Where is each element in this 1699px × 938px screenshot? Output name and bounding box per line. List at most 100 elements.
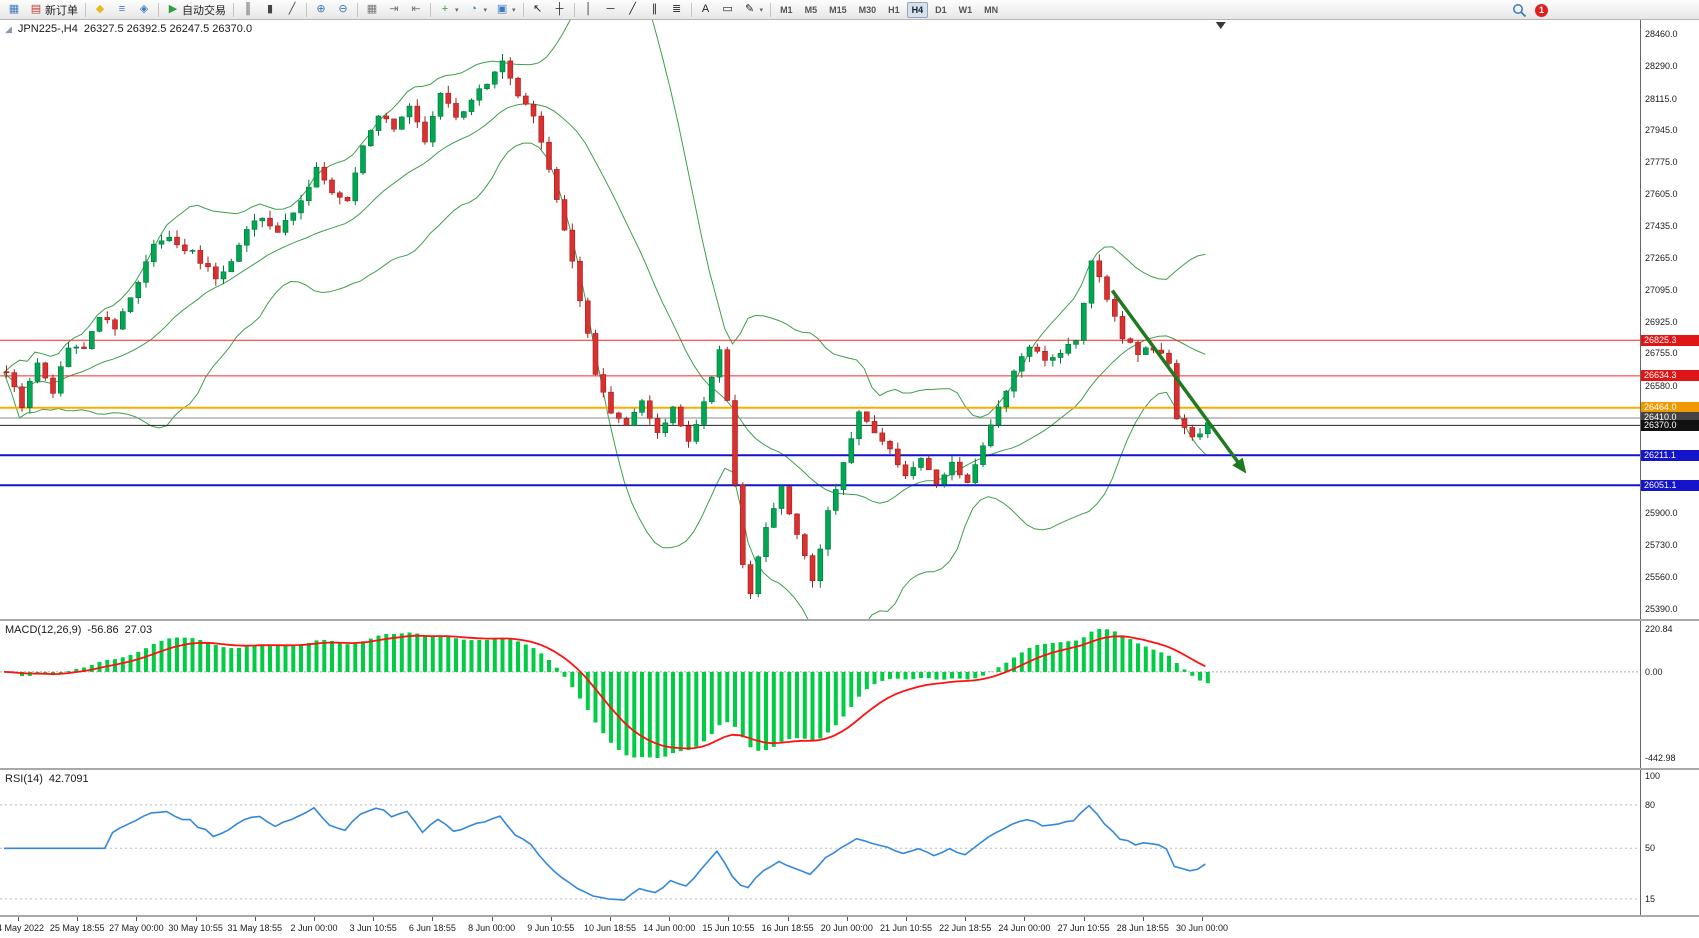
toolbar-separator — [85, 2, 86, 17]
time-axis-label: 10 Jun 18:55 — [583, 923, 637, 933]
price-scale-label: 28290.0 — [1645, 60, 1678, 71]
time-axis[interactable]: 24 May 2022 25 May 18:55 27 May 00:00 30 Ma… — [0, 917, 1699, 938]
macd-scale[interactable]: 220.84 0.00 -442.98 — [1640, 621, 1699, 768]
channel-button[interactable]: ∥ — [644, 0, 666, 19]
price-level-badge-26051.1: 26051.1 — [1641, 479, 1699, 491]
rsi-indicator-pane[interactable]: RSI(14) 42.7091 100 80 50 15 — [0, 770, 1699, 917]
time-axis-label: 20 Jun 00:00 — [820, 923, 873, 933]
time-axis-tick — [1083, 917, 1085, 921]
dropdown-arrow-icon: ▾ — [455, 6, 459, 14]
price-level-badge-26211.1: 26211.1 — [1641, 449, 1699, 461]
time-axis-label: 28 Jun 18:55 — [1116, 923, 1169, 933]
price-scale[interactable]: 28460.0 28290.0 28115.0 27945.0 27775.0 27605… — [1640, 20, 1699, 619]
rsi-line — [4, 804, 1206, 901]
price-scale-label: 27095.0 — [1645, 284, 1678, 295]
price-level-badge-26370.0: 26370.0 — [1641, 419, 1699, 431]
trendline-icon: ╱ — [629, 3, 636, 15]
navigator-button[interactable]: ◈ — [133, 0, 155, 19]
price-scale-label: 25390.0 — [1645, 604, 1678, 614]
toolbar-right: 1 — [1512, 0, 1548, 20]
text-icon: A — [701, 3, 710, 15]
tile-windows-button[interactable]: ▦ — [361, 0, 383, 19]
time-axis-label: 6 Jun 18:55 — [408, 923, 456, 933]
chart-shift-marker[interactable] — [1215, 22, 1226, 29]
symbol-period-label: JPN225-,H4 — [17, 23, 78, 35]
timeframe-h1-button[interactable]: H1 — [888, 4, 900, 15]
main-chart-pane[interactable]: ◢ JPN225-,H4 26327.5 26392.5 26247.5 263… — [0, 20, 1699, 621]
bar-chart-icon: ║ — [244, 3, 252, 15]
toolbar-separator — [357, 2, 358, 17]
rsi-label: RSI(14) 42.7091 — [5, 773, 89, 785]
time-axis-tick — [373, 917, 375, 921]
chart-shift-icon: ⇤ — [411, 3, 421, 15]
toolbar-separator — [306, 2, 307, 17]
vertical-line-button[interactable]: │ — [578, 0, 600, 19]
text-button[interactable]: A — [695, 0, 717, 19]
candlestick-chart-icon: ▮ — [266, 3, 274, 15]
dropdown-arrow-icon: ▾ — [512, 6, 516, 14]
price-level-badge-26825.3: 26825.3 — [1641, 334, 1699, 346]
notification-badge[interactable]: 1 — [1535, 3, 1548, 17]
time-axis-tick — [787, 917, 789, 921]
timeframe-h4-button[interactable]: H4 — [906, 1, 929, 18]
line-chart-button[interactable]: ╱ — [281, 0, 303, 19]
trendline-button[interactable]: ╱ — [622, 0, 644, 19]
search-icon[interactable] — [1512, 3, 1527, 18]
timeframe-m1-button[interactable]: M1 — [780, 4, 793, 15]
time-axis-tick — [432, 917, 434, 921]
zoom-out-button[interactable]: ⊖ — [332, 0, 354, 19]
horizontal-line-button[interactable]: ─ — [600, 0, 622, 19]
price-scale-label: 26755.0 — [1645, 348, 1678, 359]
macd-name: MACD(12,26,9) — [5, 624, 82, 636]
toolbar-separator — [522, 2, 524, 17]
template-button[interactable]: ▣ ▾ — [491, 0, 520, 19]
auto-trading-button[interactable]: ▶ 自动交易 — [162, 0, 230, 19]
chart-shift-button[interactable]: ⇤ — [405, 0, 427, 19]
chart-icon: ◢ — [5, 24, 12, 34]
candles — [3, 54, 1211, 599]
fibonacci-button[interactable]: ≣ — [666, 0, 688, 19]
cursor-button[interactable]: ↖ — [527, 0, 549, 19]
crosshair-button[interactable]: ┼ — [549, 0, 571, 19]
time-axis-tick — [1142, 917, 1144, 921]
bar-chart-button[interactable]: ║ — [237, 0, 259, 19]
time-axis-tick — [195, 917, 197, 921]
new-order-button[interactable]: ▤ 新订单 — [25, 0, 82, 19]
market-watch-button[interactable]: ≡ — [111, 0, 133, 19]
timeframe-m15-button[interactable]: M15 — [829, 4, 847, 15]
price-scale-label: 28115.0 — [1645, 93, 1677, 104]
label-button[interactable]: ▭ — [717, 0, 739, 19]
timeframe-d1-button[interactable]: D1 — [935, 4, 947, 15]
timeframe-w1-button[interactable]: W1 — [958, 4, 973, 15]
period-button[interactable]: ◔ ▾ — [463, 0, 492, 19]
rsi-scale[interactable]: 100 80 50 15 — [1640, 770, 1699, 915]
zoom-in-button[interactable]: ⊕ — [310, 0, 332, 19]
new-indicator-button[interactable]: + ▾ — [434, 0, 463, 19]
price-scale-label: 25560.0 — [1645, 572, 1678, 583]
price-scale-label: 28460.0 — [1645, 29, 1678, 39]
macd-signal-line — [3, 634, 1206, 750]
toolbar-separator — [233, 2, 234, 17]
price-level-badge-26410.0: 26410.0 — [1641, 412, 1699, 424]
rsi-name: RSI(14) — [5, 773, 43, 785]
horizontal-level-lines — [0, 339, 1641, 487]
time-axis-label: 14 Jun 00:00 — [643, 923, 696, 933]
dropdown-arrow-icon: ▾ — [759, 6, 764, 14]
time-axis-tick — [18, 917, 19, 921]
new-chart-button[interactable]: ▦ — [3, 0, 25, 19]
timeframe-mn-button[interactable]: MN — [984, 4, 999, 15]
trend-arrow[interactable] — [1110, 289, 1247, 474]
candlestick-chart-button[interactable]: ▮ — [259, 0, 281, 19]
metaeditor-button[interactable]: ◆ — [89, 0, 111, 19]
macd-indicator-pane[interactable]: MACD(12,26,9) -56.86 27.03 220.84 0.00 -44… — [0, 621, 1699, 770]
tile-windows-icon: ▦ — [366, 3, 378, 15]
timeframe-m30-button[interactable]: M30 — [858, 4, 877, 15]
timeframe-m5-button[interactable]: M5 — [804, 4, 818, 15]
shapes-button[interactable]: ✎ ▾ — [739, 0, 768, 19]
toolbar-separator — [770, 2, 772, 17]
price-scale-label: 27265.0 — [1645, 252, 1678, 263]
auto-scroll-button[interactable]: ⇥ — [383, 0, 405, 19]
time-axis-tick — [728, 917, 730, 921]
candlestick-chart[interactable] — [0, 20, 1641, 619]
